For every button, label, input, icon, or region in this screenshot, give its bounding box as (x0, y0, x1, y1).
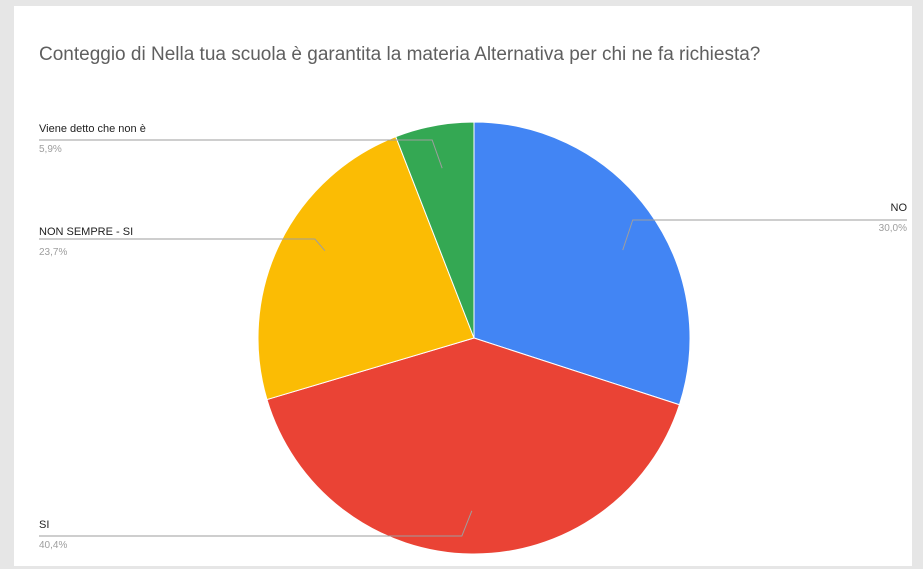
leader-line-0 (622, 219, 907, 251)
slice-value-0: 30,0% (879, 223, 907, 234)
leader-line-3 (39, 139, 443, 169)
slice-label-1: SI (39, 519, 49, 531)
leader-line-1 (39, 510, 473, 537)
pie-slice-0[interactable] (473, 121, 691, 406)
slice-label-2: NON SEMPRE - SI (39, 226, 133, 238)
pie-slice-2[interactable] (257, 136, 475, 401)
pie-slice-3[interactable] (395, 121, 475, 339)
pie-slice-1[interactable] (266, 337, 681, 555)
slice-value-2: 23,7% (39, 247, 67, 258)
slice-value-3: 5,9% (39, 144, 62, 155)
slice-value-1: 40,4% (39, 540, 67, 551)
pie-chart: NO 30,0% SI 40,4% NON SEMPRE - SI 23,7% Viene … (39, 121, 908, 555)
chart-title: Conteggio di Nella tua scuola è garantit… (39, 44, 761, 65)
leader-line-2 (39, 238, 326, 251)
slice-label-3: Viene detto che non è (39, 123, 146, 135)
chart-card: Conteggio di Nella tua scuola è garantit… (14, 6, 912, 566)
slice-label-0: NO (891, 202, 908, 214)
